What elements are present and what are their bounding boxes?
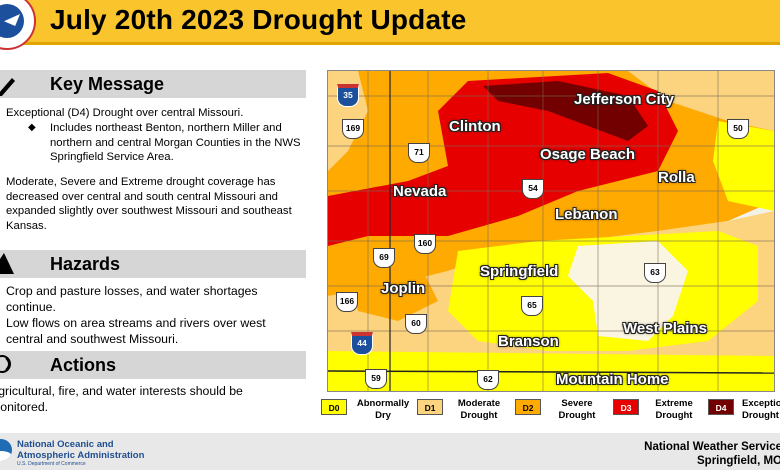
header-divider [0,42,780,45]
actions-icon [0,355,11,373]
hazards-title: Hazards [50,254,121,274]
key-message-paragraph: Moderate, Severe and Extreme drought cov… [6,176,292,232]
hazards-header [0,250,306,278]
route-62-shield: 62 [477,370,499,390]
route-71-shield: 71 [408,143,430,163]
key-message-bullet: Includes northeast Benton, northern Mill… [50,122,301,164]
route-60-shield: 60 [405,314,427,334]
legend-swatch-d1: D1 [417,399,443,415]
drought-intensity-regions [328,71,774,391]
actions-header [0,351,306,379]
diamond-bullet-icon: ◆ [28,122,36,133]
map-city-jefferson-city: Jefferson City [574,91,675,108]
noaa-department: U.S. Department of Commerce [17,461,86,467]
legend-swatch-d4: D4 [708,399,734,415]
route-166-shield: 166 [336,292,358,312]
map-city-mountain-home: Mountain Home [556,371,669,388]
interstate-35-shield: 35 [337,84,359,107]
map-city-clinton: Clinton [449,118,501,135]
legend-label-d0: Abnormally Dry [356,398,410,421]
page-title: July 20th 2023 Drought Update [50,4,467,35]
key-message-line1: Exceptional (D4) Drought over central Mi… [6,107,244,119]
legend-swatch-d3: D3 [613,399,639,415]
nws-office: National Weather Service Springfield, MO [644,440,780,468]
route-160-shield: 160 [414,234,436,254]
interstate-44-shield: 44 [351,332,373,355]
legend-label-d3: Extreme Drought [655,398,693,421]
route-169-shield: 169 [342,119,364,139]
warning-icon [0,253,14,274]
map-city-west-plains: West Plains [623,320,707,337]
noaa-logo-icon [0,439,12,461]
noaa-name-line1: National Oceanic and [17,439,114,450]
actions-title: Actions [50,355,117,375]
map-city-lebanon: Lebanon [555,206,618,223]
pencil-icon [0,78,15,96]
nws-logo-icon [0,0,36,50]
map-city-nevada: Nevada [393,183,447,200]
noaa-name: National Oceanic and Atmospheric Adminis… [17,439,144,461]
map-city-springfield: Springfield [480,263,559,280]
map-city-joplin: Joplin [381,280,426,297]
legend-label-d2: Severe Drought [558,398,596,421]
route-50-shield: 50 [727,119,749,139]
drought-map: Jefferson City Clinton Osage Beach Nevad… [327,70,775,392]
legend-label-d1: Moderate Drought [457,398,501,421]
route-63-shield: 63 [644,263,666,283]
legend-label-d4: Exceptional Drought [742,398,780,421]
map-city-branson: Branson [498,333,559,350]
legend-swatch-d0: D0 [321,399,347,415]
hazards-line1: Crop and pasture losses, and water short… [6,284,258,314]
nws-office-line2: Springfield, MO [697,455,780,467]
key-message-title: Key Message [50,74,165,94]
hazards-line2: Low flows on area streams and rivers ove… [6,316,266,346]
legend-swatch-d2: D2 [515,399,541,415]
nws-office-line1: National Weather Service [644,441,780,453]
route-54-shield: 54 [522,179,544,199]
map-city-rolla: Rolla [658,169,695,186]
header-bar [0,0,780,42]
footer-bar [0,433,780,470]
key-message-header [0,70,306,98]
route-65-shield: 65 [521,296,543,316]
map-city-osage-beach: Osage Beach [540,146,636,163]
route-69-shield: 69 [373,248,395,268]
route-59-shield: 59 [365,369,387,389]
noaa-name-line2: Atmospheric Administration [17,450,145,461]
actions-text: Agricultural, fire, and water interests … [0,384,243,414]
